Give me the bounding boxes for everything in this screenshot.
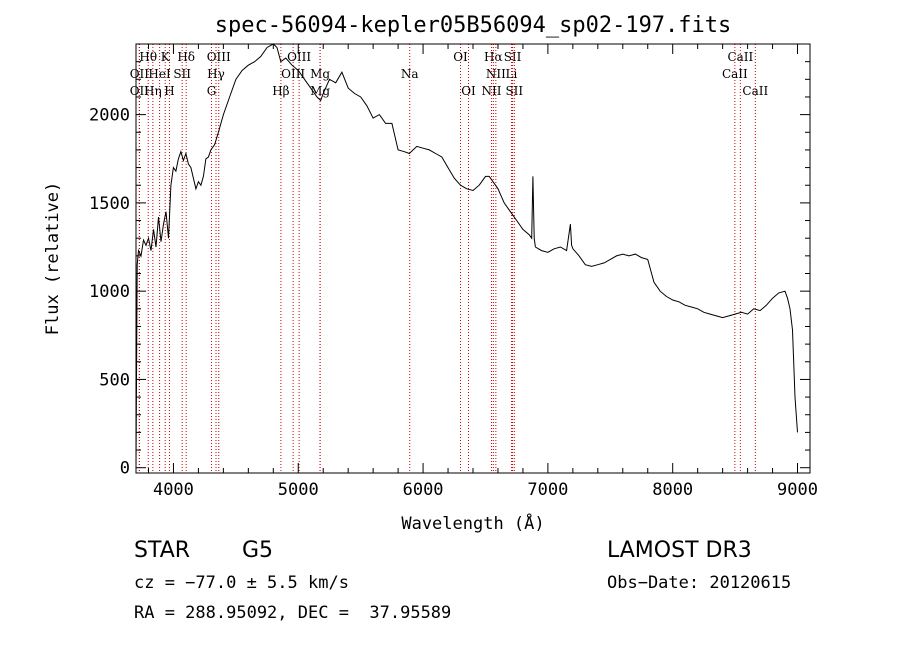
line-marker-label: H — [164, 84, 174, 98]
line-marker-label: SII — [504, 50, 522, 64]
y-tick-label: 1500 — [89, 194, 130, 214]
line-marker-label: Hη — [144, 84, 162, 98]
line-marker-label: SII — [173, 67, 191, 81]
line-marker-label: Hβ — [272, 84, 289, 98]
y-tick-label: 2000 — [89, 106, 130, 126]
coordinates-label: RA = 288.95092, DEC = 37.95589 — [134, 603, 452, 623]
line-marker-label: G — [207, 84, 217, 98]
line-marker-label: CaII — [727, 50, 753, 64]
line-marker-label: CaII — [742, 84, 768, 98]
line-marker-label: OI — [453, 50, 468, 64]
line-marker-label: NII — [481, 84, 501, 98]
y-tick-label: 500 — [99, 370, 130, 390]
line-marker-label: OI — [461, 84, 476, 98]
line-marker-label: OIII — [207, 50, 231, 64]
survey-label: LAMOST DR3 — [607, 538, 752, 563]
line-marker-label: NII — [486, 67, 506, 81]
line-marker-label: Hθ — [139, 50, 157, 64]
x-axis-label: Wavelength (Å) — [401, 512, 544, 534]
x-tick-label: 7000 — [527, 480, 568, 500]
line-marker-label: OII — [130, 84, 150, 98]
chart-title: spec-56094-kepler05B56094_sp02-197.fits — [215, 13, 732, 38]
subclass-label: G5 — [242, 538, 274, 563]
line-marker-label: OIII — [287, 50, 311, 64]
y-axis-label: Flux (relative) — [43, 182, 63, 336]
line-marker-label: OIII — [281, 67, 305, 81]
line-marker-label: SII — [505, 84, 523, 98]
plot-frame — [135, 43, 811, 474]
x-tick-label: 4000 — [153, 480, 194, 500]
y-tick-label: 1000 — [89, 282, 130, 302]
line-marker-label: Li — [506, 67, 518, 81]
x-tick-label: 8000 — [652, 480, 693, 500]
line-marker-label: Na — [401, 67, 419, 81]
y-tick-label: 0 — [120, 459, 130, 479]
line-marker-label: Hγ — [207, 67, 225, 81]
obs-date-label: Obs−Date: 20120615 — [607, 573, 792, 593]
line-marker-label: CaII — [722, 67, 748, 81]
x-tick-label: 5000 — [278, 480, 319, 500]
line-marker-label: HeI — [148, 67, 171, 81]
redshift-label: cz = −77.0 ± 5.5 km/s — [134, 573, 349, 593]
line-marker-label: K — [161, 50, 171, 64]
x-tick-label: 6000 — [403, 480, 444, 500]
line-marker-label: Hδ — [177, 50, 195, 64]
x-tick-label: 9000 — [777, 480, 818, 500]
line-marker-label: Hα — [484, 50, 503, 64]
object-type-label: STAR — [134, 538, 191, 563]
spectrum-line — [135, 43, 798, 468]
